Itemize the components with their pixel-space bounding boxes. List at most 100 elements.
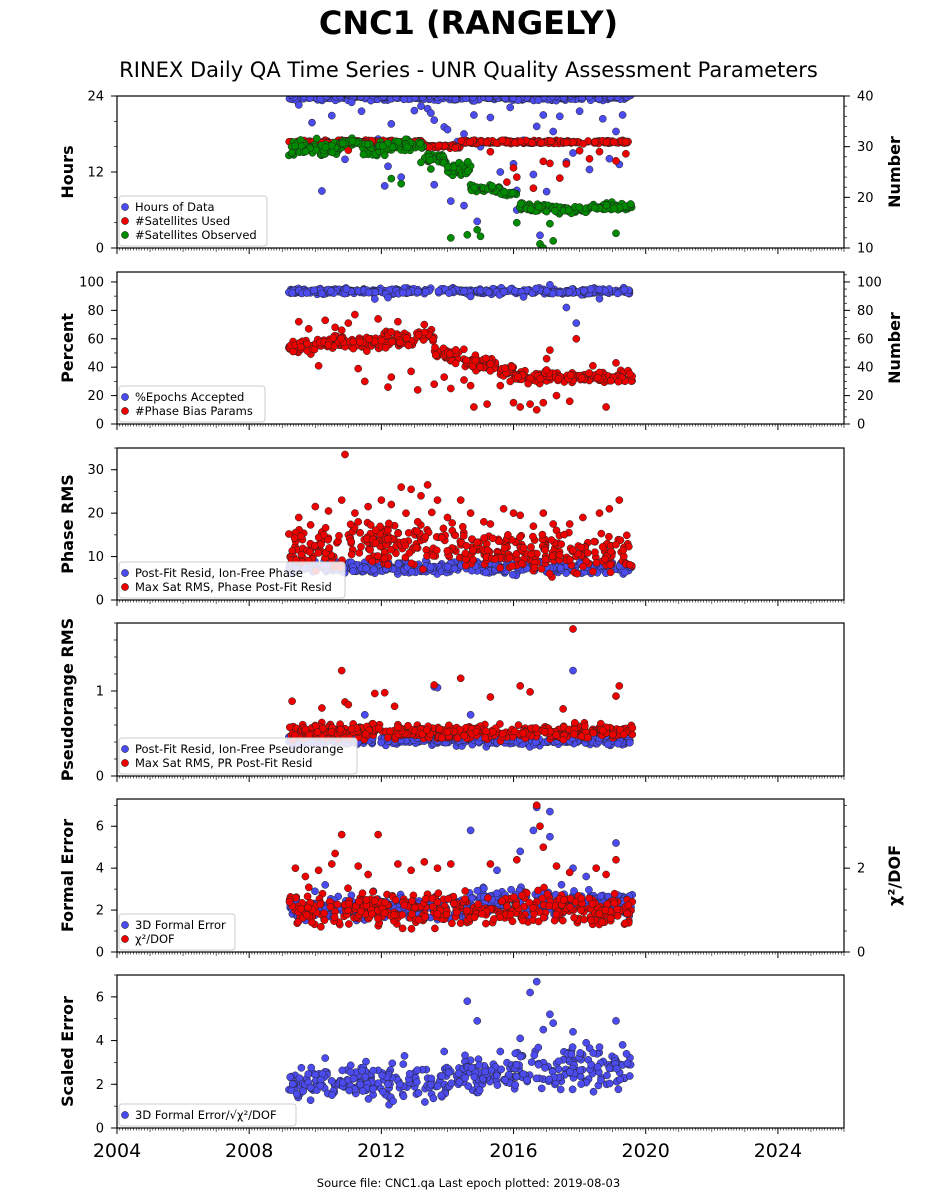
y2-axis-label: Number xyxy=(885,312,904,384)
data-point xyxy=(327,728,336,736)
data-point xyxy=(519,543,528,552)
data-point xyxy=(470,403,478,411)
x-axis xyxy=(116,776,845,782)
data-point xyxy=(384,526,392,535)
data-point xyxy=(347,724,356,733)
data-point xyxy=(394,317,402,326)
data-point xyxy=(296,343,305,351)
y2-tick-label: 20 xyxy=(857,191,874,206)
legend-label: #Phase Bias Params xyxy=(135,404,253,418)
data-point xyxy=(383,535,392,543)
data-point xyxy=(450,564,459,573)
legend-label: Max Sat RMS, Phase Post-Fit Resid xyxy=(135,580,332,594)
data-point xyxy=(364,288,373,297)
data-point xyxy=(347,537,356,546)
data-point xyxy=(432,546,441,555)
data-point xyxy=(446,234,455,242)
data-point xyxy=(512,173,521,181)
data-point xyxy=(472,727,481,736)
y2-tick-label: 0 xyxy=(857,418,865,433)
data-point xyxy=(580,722,589,730)
legend-marker xyxy=(121,217,129,225)
data-point xyxy=(612,359,620,367)
data-point xyxy=(517,137,525,146)
data-point xyxy=(341,155,349,164)
data-point xyxy=(622,149,630,158)
data-point xyxy=(529,170,538,179)
data-point xyxy=(548,552,557,560)
data-point xyxy=(486,147,495,156)
data-point xyxy=(592,558,601,567)
data-point xyxy=(541,546,549,554)
data-point xyxy=(430,96,438,99)
data-point xyxy=(476,232,485,241)
legend-marker xyxy=(121,583,129,591)
data-point xyxy=(612,229,620,238)
data-point xyxy=(504,531,512,539)
data-point xyxy=(575,107,584,116)
data-point xyxy=(585,165,594,174)
data-point xyxy=(362,347,371,355)
data-point xyxy=(506,103,515,112)
data-point xyxy=(498,136,507,145)
data-point xyxy=(466,710,475,719)
data-point xyxy=(539,398,548,407)
data-point xyxy=(539,157,548,166)
data-point xyxy=(541,555,550,564)
data-point xyxy=(506,377,515,386)
data-point xyxy=(529,532,537,541)
data-point xyxy=(549,237,558,245)
data-point xyxy=(605,154,614,163)
data-point xyxy=(417,102,425,110)
data-point xyxy=(615,682,624,690)
y-axis-label: Hours xyxy=(58,145,77,198)
data-point xyxy=(555,288,564,297)
data-point xyxy=(420,328,429,337)
y-axis-left: 0 20 40 60 80 100 Percent xyxy=(58,275,117,433)
data-point xyxy=(348,137,357,145)
data-point xyxy=(598,543,607,551)
data-point xyxy=(540,728,549,736)
data-point xyxy=(404,721,412,730)
data-point xyxy=(387,500,396,509)
data-point xyxy=(462,542,471,550)
data-point xyxy=(288,697,296,706)
data-point xyxy=(418,96,427,102)
data-point xyxy=(510,727,519,736)
data-point xyxy=(597,529,606,538)
data-point xyxy=(469,555,477,564)
data-point xyxy=(437,533,446,542)
data-point xyxy=(519,729,528,738)
y2-tick-label: 60 xyxy=(857,332,874,347)
data-point xyxy=(308,118,316,127)
data-point xyxy=(347,550,356,559)
data-point xyxy=(303,289,311,297)
data-point xyxy=(402,334,411,343)
data-point xyxy=(335,531,343,540)
data-point xyxy=(351,310,359,319)
data-point xyxy=(569,546,577,555)
data-point xyxy=(460,287,468,296)
data-point xyxy=(604,740,612,749)
data-point xyxy=(427,165,435,173)
data-point xyxy=(423,481,432,489)
data-point xyxy=(591,548,599,557)
data-point xyxy=(456,674,465,683)
data-point xyxy=(347,98,356,107)
data-point xyxy=(531,724,540,732)
data-point xyxy=(620,285,629,294)
data-point xyxy=(471,356,480,365)
data-point xyxy=(410,106,419,115)
data-point xyxy=(578,96,586,102)
data-point xyxy=(288,96,296,99)
y-axis-right: 10 20 30 40 Number xyxy=(844,90,904,257)
data-point xyxy=(451,346,460,354)
data-point xyxy=(577,374,586,382)
data-point xyxy=(310,286,318,295)
data-point xyxy=(486,693,495,701)
data-point xyxy=(319,530,328,539)
data-point xyxy=(566,555,574,564)
data-point xyxy=(580,286,588,295)
data-point xyxy=(377,496,386,504)
